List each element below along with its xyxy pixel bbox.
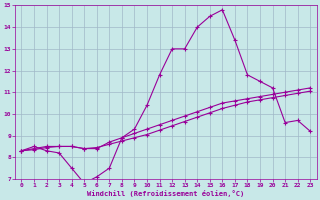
- X-axis label: Windchill (Refroidissement éolien,°C): Windchill (Refroidissement éolien,°C): [87, 190, 244, 197]
